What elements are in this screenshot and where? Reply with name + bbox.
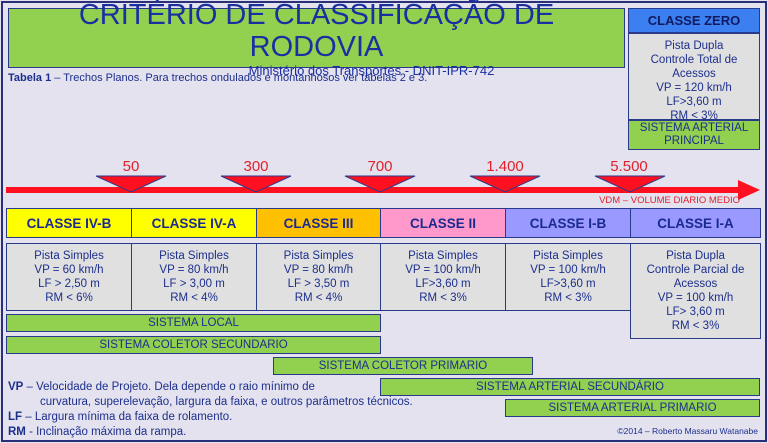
spec-line: Controle Parcial de [646, 264, 745, 276]
spec-line: Pista Dupla [664, 40, 724, 52]
spec-line: Controle Total de [650, 54, 738, 66]
vdm-arrow [6, 175, 760, 200]
threshold-marker [594, 175, 666, 193]
spec-line: LF > 2,50 m [38, 278, 100, 290]
threshold-label: 5.500 [610, 158, 648, 175]
class-specs: Pista Dupla Controle Parcial de Acessos VP … [630, 243, 761, 339]
class-header: CLASSE IV-A [131, 208, 257, 238]
spec-line: RM < 6% [45, 292, 93, 304]
spec-line: LF > 3,00 m [163, 278, 225, 290]
vdm-label: VDM – VOLUME DIARIO MEDIO [599, 195, 740, 206]
classe-zero-system: SISTEMA ARTERIAL PRINCIPAL [628, 120, 760, 150]
legend-key: VP [8, 381, 24, 393]
spec-line: Pista Dupla [666, 250, 725, 262]
threshold-label: 700 [367, 158, 393, 175]
spec-line: LF>3,60 m [415, 278, 471, 290]
spec-line: VP = 100 km/h [657, 292, 734, 304]
spec-line: VP = 60 km/h [34, 264, 104, 276]
spec-line: LF > 3,50 m [287, 278, 350, 290]
spec-line: VP = 80 km/h [283, 264, 354, 276]
spec-line: RM < 3% [419, 292, 467, 304]
page-title: CRITÉRIO DE CLASSIFICAÇÃO DE RODOVIA [78, 0, 555, 63]
legend-key: RM [8, 426, 26, 438]
spec-line: Pista Simples [533, 250, 603, 262]
legend-key: LF [8, 411, 23, 423]
copyright: ©2014 – Roberto Massaru Watanabe [617, 426, 758, 436]
spec-line: Acessos [672, 68, 716, 80]
spec-line: LF> 3,60 m [666, 306, 725, 318]
system-local: SISTEMA LOCAL [6, 314, 381, 332]
spec-line: Pista Simples [283, 250, 354, 262]
spec-line: VP = 120 km/h [656, 82, 732, 94]
spec-line: Pista Simples [34, 250, 104, 262]
spec-line: LF>3,60 m [540, 278, 596, 290]
spec-line: Acessos [673, 278, 718, 290]
threshold-label: 1.400 [486, 158, 524, 175]
system-arterial-primario: SISTEMA ARTERIAL PRIMARIO [505, 399, 760, 417]
spec-line: RM < 3% [670, 110, 718, 122]
threshold-marker [344, 175, 416, 193]
spec-line: RM < 4% [170, 292, 218, 304]
spec-line: Pista Simples [159, 250, 229, 262]
class-specs: Pista Simples VP = 60 km/h LF > 2,50 m RM <… [6, 243, 132, 311]
class-header: CLASSE III [256, 208, 381, 238]
classe-zero-header: CLASSE ZERO [628, 8, 760, 33]
class-specs: Pista Simples VP = 100 km/h LF>3,60 m RM < … [380, 243, 506, 311]
threshold-label: 50 [122, 158, 140, 175]
class-header: CLASSE I-B [505, 208, 631, 238]
title-box: CRITÉRIO DE CLASSIFICAÇÃO DE RODOVIA Min… [8, 0, 625, 78]
threshold-marker [95, 175, 167, 193]
class-header: CLASSE IV-B [6, 208, 132, 238]
spec-line: Pista Simples [408, 250, 478, 262]
table-note: Tabela 1 – Trechos Planos. Para trechos … [8, 72, 427, 84]
spec-line: RM < 3% [544, 292, 592, 304]
system-coletor-primario: SISTEMA COLETOR PRIMARIO [273, 357, 533, 375]
legend-text: curvatura, superelevação, largura da fai… [40, 396, 413, 408]
class-specs: Pista Simples VP = 100 km/h LF>3,60 m RM < … [505, 243, 631, 311]
classe-zero-specs: Pista Dupla Controle Total de Acessos VP… [628, 33, 760, 122]
class-specs: Pista Simples VP = 80 km/h LF > 3,00 m RM <… [131, 243, 257, 311]
legend-text: - Inclinação máxima da rampa. [25, 426, 187, 438]
system-coletor-secundario: SISTEMA COLETOR SECUNDARIO [6, 336, 381, 354]
spec-line: RM < 4% [294, 292, 343, 304]
threshold-marker [220, 175, 292, 193]
subtitle: Ministério dos Transportes - DNIT-IPR-74… [248, 62, 495, 78]
threshold-label: 300 [243, 158, 269, 175]
spec-line: VP = 100 km/h [405, 264, 481, 276]
spec-line: RM < 3% [671, 320, 720, 332]
threshold-marker [469, 175, 541, 193]
spec-line: VP = 100 km/h [530, 264, 606, 276]
class-specs: Pista Simples VP = 80 km/h LF > 3,50 m RM <… [256, 243, 381, 311]
spec-line: VP = 80 km/h [159, 264, 229, 276]
system-arterial-secundario: SISTEMA ARTERIAL SECUNDÁRIO [380, 378, 760, 396]
legend-text: – Largura mínima da faixa de rolamento. [22, 411, 233, 423]
table-note-text: – Trechos Planos. Para trechos ondulados… [51, 72, 428, 84]
arrow-shaft [6, 187, 741, 193]
class-header: CLASSE II [380, 208, 506, 238]
table-note-label: Tabela 1 [8, 72, 52, 84]
class-header: CLASSE I-A [630, 208, 761, 238]
arrow-head [738, 180, 760, 200]
legend: VP – Velocidade de Projeto. Dela depende… [8, 380, 413, 440]
legend-text: – Velocidade de Projeto. Dela depende o … [23, 381, 315, 393]
spec-line: LF>3,60 m [666, 96, 722, 108]
